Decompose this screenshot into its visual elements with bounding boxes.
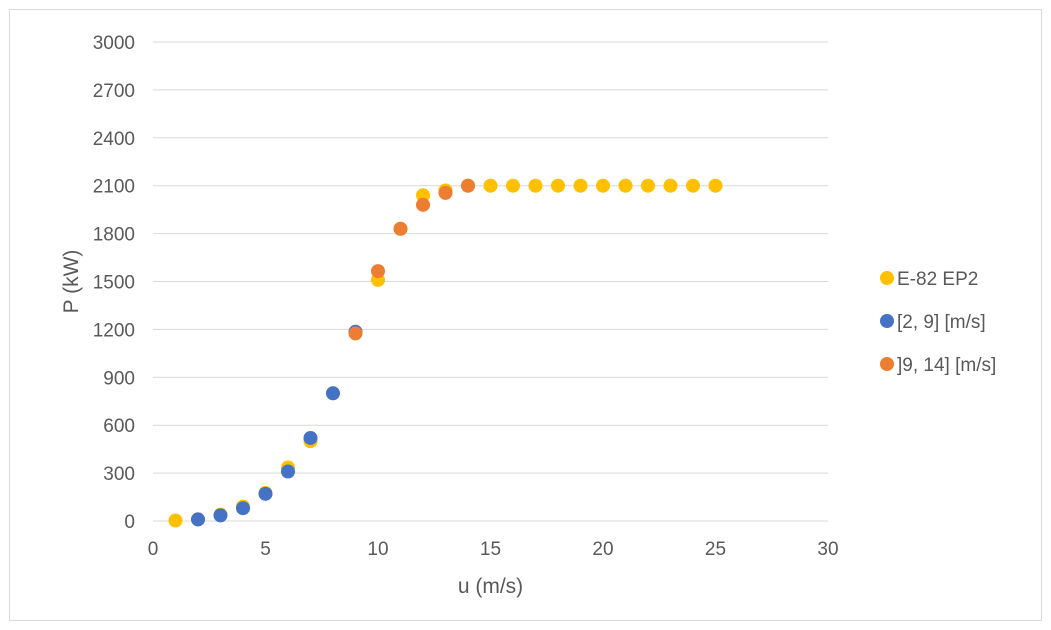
y-tick-600: 600 <box>103 416 135 437</box>
legend: E-82 EP2 [2, 9] [m/s] ]9, 14] [m/s] <box>880 269 996 376</box>
chart-frame: 0 300 600 900 1200 1500 1800 2100 2400 2700 3000 0… <box>9 9 1042 621</box>
point-series-1-x3 <box>213 508 228 523</box>
point-series-2-x9 <box>348 326 363 341</box>
point-series-0-x12 <box>416 188 430 203</box>
point-series-2-x11 <box>393 221 408 236</box>
point-series-1-x8 <box>326 386 340 401</box>
x-tick-0: 0 <box>148 539 159 560</box>
x-tick-5: 5 <box>260 539 271 560</box>
x-tick-labels: 0 5 10 15 20 25 30 <box>148 539 839 560</box>
point-series-0-x19 <box>573 178 588 193</box>
x-tick-25: 25 <box>705 539 726 560</box>
grid-lines <box>153 41 828 522</box>
x-tick-10: 10 <box>367 539 388 560</box>
y-tick-1200: 1200 <box>93 320 135 341</box>
point-series-2-x12 <box>416 197 430 212</box>
y-tick-2700: 2700 <box>93 81 135 102</box>
point-series-0-x21 <box>618 178 633 193</box>
y-tick-2400: 2400 <box>93 129 135 150</box>
y-tick-900: 900 <box>103 368 135 389</box>
x-tick-15: 15 <box>480 539 501 560</box>
point-series-0-x20 <box>596 178 610 193</box>
series-2 <box>348 178 475 341</box>
point-series-0-x23 <box>663 178 678 193</box>
point-series-0-x18 <box>551 178 565 193</box>
point-series-0-x17 <box>528 178 543 193</box>
legend-marker-0 <box>880 271 894 285</box>
point-series-2-x13 <box>438 185 453 200</box>
y-axis-title: P (kW) <box>60 250 83 314</box>
point-series-0-x25 <box>708 178 723 193</box>
y-tick-labels: 0 300 600 900 1200 1500 1800 2100 2400 2700 3000 <box>93 33 135 533</box>
point-series-2-x14 <box>461 178 475 193</box>
y-tick-0: 0 <box>124 512 135 533</box>
y-tick-1500: 1500 <box>93 273 135 294</box>
point-series-1-x7 <box>303 430 318 445</box>
point-series-0-x16 <box>506 178 520 193</box>
y-tick-2100: 2100 <box>93 177 135 198</box>
point-series-1-x5 <box>258 486 273 501</box>
legend-marker-1 <box>880 314 894 328</box>
legend-label-0: E-82 EP2 <box>897 269 978 290</box>
series-0 <box>168 178 723 528</box>
x-axis-title: u (m/s) <box>458 575 523 598</box>
x-tick-20: 20 <box>592 539 613 560</box>
y-tick-1800: 1800 <box>93 225 135 246</box>
point-series-1-x2 <box>191 512 205 527</box>
point-series-0-x22 <box>641 178 655 193</box>
point-series-0-x24 <box>686 178 700 193</box>
point-series-1-x4 <box>236 501 250 516</box>
point-series-1-x6 <box>281 464 295 479</box>
data-points <box>168 178 723 528</box>
legend-label-2: ]9, 14] [m/s] <box>897 355 996 376</box>
point-series-0-x15 <box>483 178 498 193</box>
legend-label-1: [2, 9] [m/s] <box>897 312 986 333</box>
y-tick-300: 300 <box>103 464 135 485</box>
point-series-2-x10 <box>371 264 385 279</box>
legend-marker-2 <box>880 357 894 371</box>
point-series-0-x1 <box>168 513 183 528</box>
y-tick-3000: 3000 <box>93 33 135 54</box>
x-tick-30: 30 <box>817 539 838 560</box>
